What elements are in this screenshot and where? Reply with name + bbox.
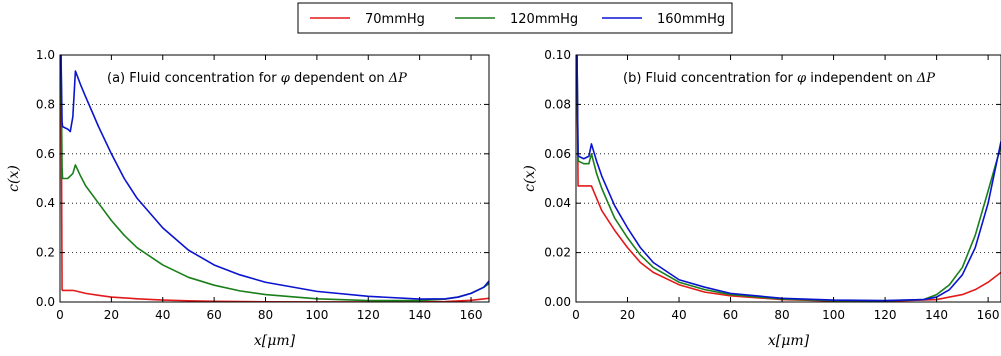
y-axis-label: c(x) [522, 165, 538, 192]
series-line [576, 55, 1001, 302]
series-line [576, 55, 1001, 302]
y-tick-label: 0.00 [544, 295, 571, 309]
series-line [60, 55, 489, 300]
x-tick-label: 120 [357, 308, 380, 322]
x-tick-label: 20 [104, 308, 119, 322]
x-axis-label: x[μm] [768, 333, 810, 349]
y-tick-label: 0.6 [36, 147, 55, 161]
panel-annotation: (a) Fluid concentration for φ dependent … [107, 71, 407, 86]
x-tick-label: 20 [620, 308, 635, 322]
plot-frame [59, 54, 490, 303]
plot-frame [575, 54, 1001, 303]
y-tick-label: 0.04 [544, 196, 571, 210]
x-tick-label: 160 [460, 308, 483, 322]
y-tick-label: 0.2 [36, 246, 55, 260]
y-tick-label: 0.02 [544, 246, 571, 260]
panel-annotation: (b) Fluid concentration for φ independen… [623, 71, 935, 86]
x-axis-label: x[μm] [254, 333, 296, 349]
x-tick-label: 140 [408, 308, 431, 322]
y-tick-label: 0.0 [36, 295, 55, 309]
series-line [576, 55, 1001, 302]
x-tick-label: 60 [206, 308, 221, 322]
x-tick-label: 140 [925, 308, 948, 322]
legend-label: 160mmHg [657, 12, 725, 27]
panel-b: 0 20 40 60 80 100 120 140 160 0.00 0.02 0.04 0.06 0.0… [522, 48, 1001, 349]
panel-a: 0 20 40 60 80 100 120 140 160 0.0 0.2 0.4 0.6 0.8 1.0 x… [6, 48, 490, 349]
legend: 70mmHg 120mmHg 160mmHg [297, 2, 733, 34]
x-tick-label: 100 [822, 308, 845, 322]
y-tick-label: 0.10 [544, 48, 571, 62]
x-tick-label: 0 [56, 308, 64, 322]
x-tick-label: 40 [155, 308, 170, 322]
y-axis-label: c(x) [6, 165, 22, 192]
legend-frame [297, 2, 733, 34]
x-tick-label: 100 [305, 308, 328, 322]
y-tick-label: 0.06 [544, 147, 571, 161]
x-tick-label: 120 [874, 308, 897, 322]
x-tick-label: 80 [774, 308, 789, 322]
x-tick-label: 160 [977, 308, 1000, 322]
y-tick-label: 0.8 [36, 97, 55, 111]
x-tick-label: 60 [723, 308, 738, 322]
legend-label: 120mmHg [510, 12, 578, 27]
y-tick-label: 0.08 [544, 97, 571, 111]
y-tick-label: 0.4 [36, 196, 55, 210]
y-tick-label: 1.0 [36, 48, 55, 62]
x-tick-label: 40 [671, 308, 686, 322]
x-tick-label: 80 [258, 308, 273, 322]
legend-label: 70mmHg [365, 12, 425, 27]
x-tick-label: 0 [572, 308, 580, 322]
